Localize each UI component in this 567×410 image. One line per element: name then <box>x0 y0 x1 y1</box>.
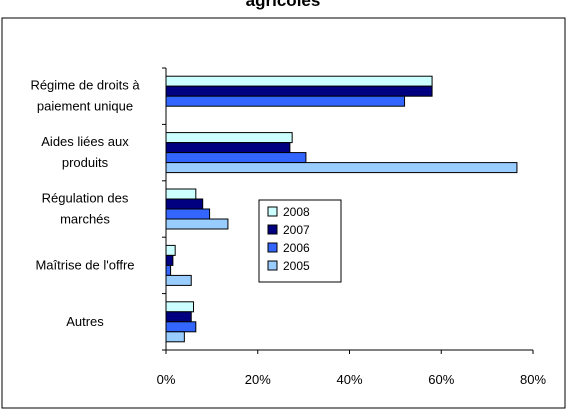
bar-2008-cat-1 <box>165 132 293 144</box>
category-label: Régulation des <box>42 191 129 206</box>
x-tick-label: 80% <box>520 372 546 387</box>
category-label: produits <box>62 155 109 170</box>
x-tick-label: 20% <box>245 372 271 387</box>
category-label: paiement unique <box>37 99 133 114</box>
bar-2008-cat-2 <box>165 188 197 200</box>
bar-2005-cat-1 <box>165 162 518 174</box>
bar-2006-cat-1 <box>165 152 307 164</box>
bar-2007-cat-2 <box>165 198 204 210</box>
bar-2006-cat-4 <box>165 321 197 333</box>
category-label: Autres <box>66 314 104 329</box>
bar-2005-cat-2 <box>165 218 229 230</box>
category-label: marchés <box>60 212 110 227</box>
bar-2006-cat-2 <box>165 208 211 220</box>
chart-title: agricoles <box>246 0 321 10</box>
bar-2008-cat-3 <box>165 244 176 256</box>
bar-2006-cat-0 <box>165 95 406 107</box>
x-tick-label: 40% <box>336 372 362 387</box>
plot-area: Régime de droits à paiement unique Aides l… <box>30 67 546 387</box>
category-label: Régime de droits à <box>30 78 140 93</box>
bar-2007-cat-1 <box>165 142 291 154</box>
legend-label-2005: 2005 <box>283 259 310 273</box>
legend-label-2006: 2006 <box>283 241 310 255</box>
x-tick-label: 60% <box>428 372 454 387</box>
category-label: Aides liées aux <box>41 134 129 149</box>
bar-2006-cat-3 <box>165 264 172 276</box>
legend: 2008 2007 2006 2005 <box>258 199 342 283</box>
bar-2008-cat-4 <box>165 301 195 313</box>
legend-swatch-2005 <box>267 260 278 271</box>
legend-label-2007: 2007 <box>283 223 310 237</box>
x-tick-label: 0% <box>157 372 176 387</box>
category-label: Maîtrise de l'offre <box>35 257 134 272</box>
legend-label-2008: 2008 <box>283 205 310 219</box>
bar-2005-cat-3 <box>165 274 192 286</box>
legend-swatch-2008 <box>267 206 278 217</box>
bar-2007-cat-4 <box>165 311 192 323</box>
bar-2007-cat-0 <box>165 85 433 97</box>
legend-swatch-2007 <box>267 224 278 235</box>
bar-2007-cat-3 <box>165 254 174 266</box>
legend-swatch-2006 <box>267 242 278 253</box>
bar-2005-cat-4 <box>165 331 185 343</box>
bar-2008-cat-0 <box>165 75 433 87</box>
